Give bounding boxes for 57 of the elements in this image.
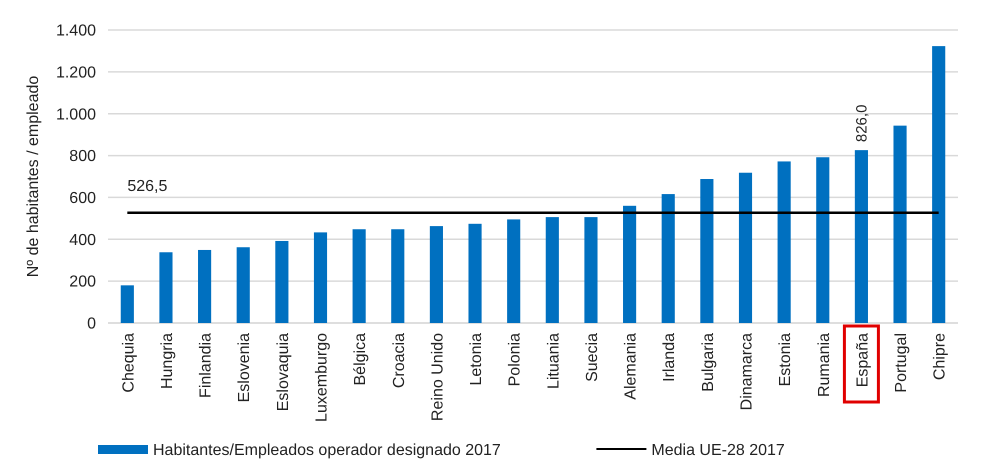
x-tick-label: Alemania — [622, 332, 640, 400]
x-tick-label: Estonia — [777, 332, 794, 386]
bar — [236, 247, 250, 323]
bar — [700, 179, 714, 323]
y-axis-title: Nº de habitantes / empleado — [25, 76, 42, 278]
x-tick-label: Bélgica — [352, 332, 370, 386]
x-tick-label: Lituania — [545, 332, 562, 390]
x-tick-label: Eslovenia — [236, 332, 254, 402]
x-tick-label: Letonia — [468, 332, 486, 386]
data-label: 826,0 — [853, 104, 870, 142]
x-tick-label: Hungria — [158, 332, 176, 390]
x-tick-label: Chequia — [120, 332, 138, 393]
legend-label: Habitantes/Empleados operador designado 2017 — [153, 442, 501, 459]
data-label: 526,5 — [127, 178, 168, 195]
x-tick-label: Bulgaria — [700, 332, 717, 392]
bar — [120, 285, 134, 323]
x-tick-label: Chipre — [932, 332, 949, 380]
y-tick-label: 400 — [69, 232, 96, 249]
x-tick-label: Suecia — [584, 332, 601, 382]
bar — [507, 219, 520, 323]
bar — [198, 250, 212, 323]
bar — [662, 194, 675, 323]
bar — [352, 229, 366, 323]
x-tick-label: Rumania — [816, 332, 833, 398]
x-tick-label: Finlandia — [198, 332, 215, 398]
bar — [738, 172, 752, 323]
x-tick-label: Portugal — [893, 333, 910, 393]
y-tick-label: 1.200 — [56, 64, 96, 82]
bar — [816, 157, 830, 323]
x-tick-label: Eslovaquia — [274, 332, 292, 412]
y-tick-label: 0 — [87, 316, 96, 333]
bar — [159, 252, 173, 323]
x-tick-label: Reino Unido — [429, 332, 446, 422]
y-tick-label: 1.000 — [56, 106, 96, 124]
bar — [314, 232, 328, 323]
x-tick-label: España — [854, 332, 872, 388]
bar — [893, 126, 907, 323]
x-tick-label: Croacia — [390, 332, 408, 388]
bar — [275, 240, 288, 323]
bar — [854, 150, 868, 323]
x-tick-label: Polonia — [506, 332, 524, 386]
bar — [623, 206, 636, 323]
bar — [778, 161, 791, 323]
y-tick-label: 800 — [69, 148, 96, 166]
bar — [584, 217, 598, 323]
bar — [468, 224, 482, 323]
y-tick-label: 200 — [69, 274, 96, 291]
x-tick-label: Luxemburgo — [314, 332, 330, 422]
bar — [391, 229, 404, 323]
bar — [430, 226, 443, 323]
y-tick-label: 600 — [69, 190, 96, 208]
x-tick-label: Dinamarca — [738, 332, 756, 410]
legend-label: Media UE-28 2017 — [651, 442, 785, 459]
y-tick-label: 1.400 — [56, 22, 96, 40]
bar — [932, 46, 946, 323]
x-tick-label: Irlanda — [661, 332, 678, 382]
bar — [546, 217, 559, 323]
